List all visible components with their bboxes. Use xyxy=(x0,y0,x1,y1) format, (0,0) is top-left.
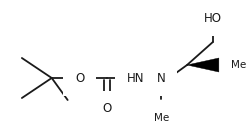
Text: Me: Me xyxy=(231,60,246,70)
Text: N: N xyxy=(157,72,166,85)
Text: HN: HN xyxy=(126,72,144,85)
Polygon shape xyxy=(187,58,219,72)
Text: O: O xyxy=(75,72,84,85)
Text: O: O xyxy=(103,102,112,115)
Text: HO: HO xyxy=(204,12,222,25)
Text: Me: Me xyxy=(154,113,169,123)
